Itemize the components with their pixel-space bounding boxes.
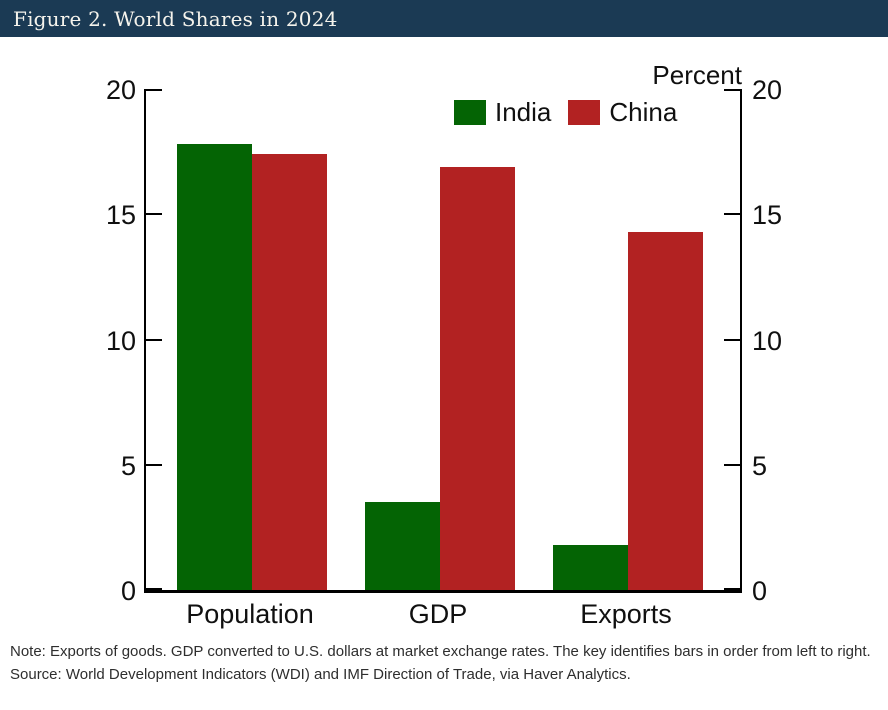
chart-legend: India China — [454, 97, 677, 128]
figure-title: Figure 2. World Shares in 2024 — [13, 6, 338, 31]
left-axis-tick-10 — [146, 338, 162, 341]
bar-india-exports — [553, 544, 628, 590]
footnotes: Note: Exports of goods. GDP converted to… — [10, 640, 876, 686]
left-axis-label-5: 5 — [120, 450, 136, 481]
bar-china-gdp — [440, 166, 515, 590]
note-text: Note: Exports of goods. GDP converted to… — [10, 643, 871, 660]
right-axis-tick-0 — [724, 588, 740, 590]
legend-item-india: India — [454, 97, 551, 128]
plot-area: India China — [144, 89, 742, 593]
legend-swatch-china — [568, 100, 601, 125]
legend-label-china: China — [609, 97, 678, 127]
right-axis-tick-20 — [724, 89, 740, 91]
right-axis-label-0: 0 — [752, 576, 768, 606]
right-axis-label-20: 20 — [752, 75, 783, 105]
right-axis-tick-10 — [724, 338, 740, 341]
category-label-exports: Exports — [580, 599, 672, 629]
left-axis-tick-15 — [146, 213, 162, 216]
category-label-gdp: GDP — [408, 599, 468, 629]
left-axis-tick-0 — [146, 588, 162, 590]
category-label-population: Population — [186, 599, 314, 629]
right-axis-label-5: 5 — [752, 450, 768, 481]
bar-india-gdp — [365, 502, 440, 590]
left-axis-label-0: 0 — [120, 576, 136, 606]
bar-india-population — [177, 144, 252, 590]
left-axis-tick-5 — [146, 463, 162, 466]
bar-china-exports — [628, 231, 703, 590]
right-axis-tick-15 — [724, 213, 740, 216]
figure-title-bar: Figure 2. World Shares in 2024 — [0, 0, 888, 37]
left-axis-label-15: 15 — [105, 200, 136, 231]
legend-swatch-india — [454, 100, 486, 125]
right-axis-label-15: 15 — [752, 200, 783, 231]
legend-label-india: India — [495, 97, 552, 127]
right-axis-label-10: 10 — [752, 325, 783, 356]
left-axis-label-10: 10 — [105, 325, 136, 356]
right-axis-tick-5 — [724, 463, 740, 466]
left-axis-label-20: 20 — [105, 75, 136, 105]
source-text: Source: World Development Indicators (WD… — [10, 666, 631, 683]
unit-label: Percent — [652, 60, 742, 90]
bar-china-population — [252, 154, 327, 590]
legend-item-china: China — [568, 97, 677, 128]
left-axis-tick-20 — [146, 89, 162, 91]
